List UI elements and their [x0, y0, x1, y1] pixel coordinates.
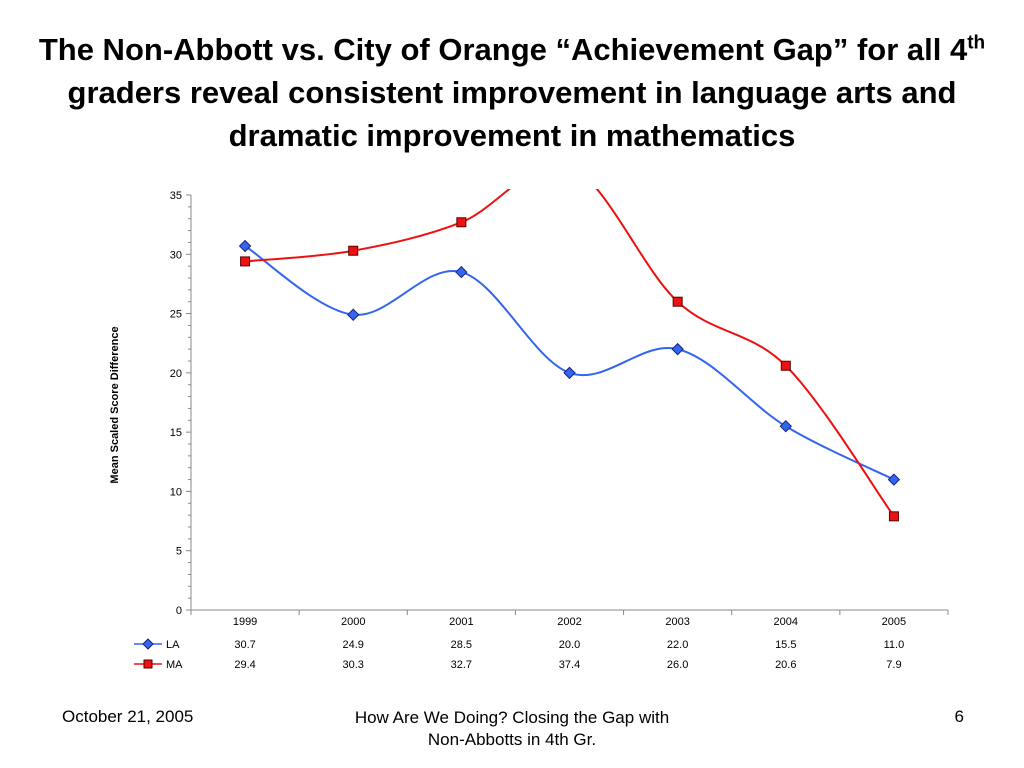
x-tick-label: 1999 — [233, 616, 257, 628]
footer-presentation-title: How Are We Doing? Closing the Gap with N… — [354, 708, 670, 749]
y-tick-label: 30 — [170, 249, 182, 261]
series-markers — [238, 217, 901, 522]
series-lines — [244, 189, 895, 517]
x-tick-label: 2002 — [557, 616, 581, 628]
y-axis-label: Mean Scaled Score Difference — [109, 326, 121, 483]
series-line-ma — [244, 189, 895, 517]
x-tick-label: 2005 — [882, 616, 906, 628]
legend-label: LA — [166, 639, 180, 651]
data-table: 1999 2000 2001 2002 2003 2004 2005 LA 30.7 24.9 28… — [134, 610, 949, 671]
data-point-la — [347, 308, 360, 321]
table-cell-value: 28.5 — [451, 639, 472, 651]
table-cell-value: 24.9 — [343, 639, 364, 651]
series-line-la — [244, 245, 895, 481]
legend-key-marker — [142, 638, 154, 650]
data-point-ma — [240, 256, 251, 267]
chart-axes: 0 5 10 15 20 25 30 35 — [170, 190, 948, 617]
y-tick-label: 5 — [176, 546, 182, 558]
legend-label: MA — [166, 659, 183, 671]
data-point-ma — [456, 217, 467, 228]
page-number: 6 — [954, 707, 964, 726]
x-tick-label: 2001 — [449, 616, 473, 628]
table-cell-value: 15.5 — [775, 639, 796, 651]
table-cell-value: 20.0 — [559, 639, 580, 651]
table-cell-value: 20.6 — [775, 659, 796, 671]
table-cell-value: 30.7 — [234, 639, 255, 651]
y-tick-label: 20 — [170, 368, 182, 380]
table-cell-value: 29.4 — [234, 659, 255, 671]
title-text-part1: The Non-Abbott vs. City of Orange “Achie… — [38, 32, 968, 67]
table-cell-value: 26.0 — [667, 659, 688, 671]
title-superscript: th — [967, 32, 986, 54]
x-tick-label: 2000 — [341, 616, 365, 628]
x-tick-label: 2004 — [774, 616, 798, 628]
data-point-ma — [348, 245, 359, 256]
table-cell-value: 7.9 — [886, 659, 901, 671]
data-point-la — [671, 342, 684, 356]
data-point-la — [238, 239, 252, 253]
data-point-la — [563, 366, 576, 380]
x-tick-label: 2003 — [665, 616, 689, 628]
table-cell-value: 30.3 — [343, 659, 364, 671]
line-chart: 0 5 10 15 20 25 30 35 1999 2000 2001 2002 2003 2004 2… — [109, 189, 949, 671]
slide-title: The Non-Abbott vs. City of Orange “Achie… — [20, 28, 1004, 157]
table-cell-value: 22.0 — [667, 639, 688, 651]
y-tick-label: 10 — [170, 486, 182, 498]
legend-key-marker — [143, 659, 153, 669]
data-point-la — [887, 473, 901, 486]
data-point-ma — [672, 296, 683, 307]
data-point-la — [779, 420, 792, 433]
table-cell-value: 37.4 — [559, 659, 580, 671]
title-text-part2: graders reveal consistent improvement in… — [67, 75, 957, 153]
y-tick-label: 35 — [170, 190, 182, 202]
table-cell-value: 11.0 — [884, 639, 905, 651]
y-tick-label: 25 — [170, 309, 182, 321]
data-point-la — [455, 265, 468, 279]
data-point-ma — [780, 360, 791, 371]
footer-date: October 21, 2005 — [62, 707, 194, 726]
data-point-ma — [888, 511, 899, 522]
y-tick-label: 15 — [170, 427, 182, 439]
table-cell-value: 32.7 — [451, 659, 472, 671]
y-tick-label: 0 — [176, 605, 182, 617]
